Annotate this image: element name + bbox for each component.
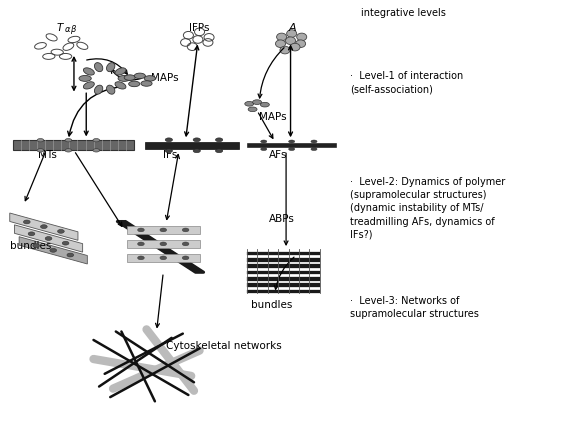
- Bar: [247, 283, 320, 287]
- Circle shape: [280, 46, 290, 54]
- Ellipse shape: [94, 63, 103, 72]
- Text: IFPs: IFPs: [189, 23, 210, 33]
- Ellipse shape: [58, 230, 65, 233]
- Text: ·  Level-1 of interaction
(self-association): · Level-1 of interaction (self-associati…: [350, 71, 463, 95]
- Ellipse shape: [124, 75, 135, 81]
- Circle shape: [277, 33, 287, 41]
- Ellipse shape: [160, 256, 167, 260]
- Ellipse shape: [165, 138, 172, 142]
- Ellipse shape: [288, 140, 295, 143]
- Ellipse shape: [245, 101, 254, 106]
- Ellipse shape: [215, 149, 223, 153]
- Polygon shape: [19, 237, 88, 264]
- Ellipse shape: [261, 140, 267, 143]
- Bar: [247, 258, 320, 262]
- Bar: [247, 290, 320, 294]
- Text: A: A: [289, 23, 297, 33]
- Ellipse shape: [93, 149, 100, 152]
- Ellipse shape: [62, 241, 69, 245]
- Ellipse shape: [160, 228, 167, 232]
- Ellipse shape: [215, 138, 223, 142]
- Text: $\beta$: $\beta$: [70, 23, 77, 36]
- Text: MTs: MTs: [38, 150, 57, 160]
- Ellipse shape: [311, 148, 317, 150]
- Circle shape: [290, 43, 300, 51]
- Bar: [145, 142, 238, 149]
- Ellipse shape: [160, 242, 167, 246]
- Ellipse shape: [137, 256, 144, 260]
- Bar: [247, 143, 337, 147]
- Text: AFs: AFs: [269, 150, 288, 160]
- Ellipse shape: [37, 149, 44, 152]
- Bar: [247, 264, 320, 268]
- Ellipse shape: [144, 76, 155, 81]
- Text: bundles: bundles: [251, 300, 292, 310]
- Ellipse shape: [40, 225, 47, 228]
- Text: $\alpha$: $\alpha$: [63, 25, 71, 34]
- Ellipse shape: [193, 138, 200, 142]
- Ellipse shape: [67, 253, 73, 257]
- Ellipse shape: [45, 236, 52, 240]
- Text: bundles: bundles: [10, 241, 51, 250]
- Ellipse shape: [182, 256, 189, 260]
- Ellipse shape: [28, 232, 35, 236]
- Bar: [247, 277, 320, 281]
- Ellipse shape: [115, 68, 126, 75]
- Text: ·  Level-2: Dynamics of polymer
(supramolecular structures)
(dynamic instability: · Level-2: Dynamics of polymer (supramol…: [350, 177, 505, 240]
- Polygon shape: [15, 225, 82, 252]
- Ellipse shape: [260, 102, 269, 107]
- Ellipse shape: [33, 244, 39, 248]
- Ellipse shape: [84, 82, 94, 89]
- Circle shape: [286, 37, 296, 45]
- Ellipse shape: [141, 81, 152, 86]
- Ellipse shape: [134, 73, 145, 79]
- Circle shape: [287, 30, 297, 37]
- Ellipse shape: [311, 140, 317, 143]
- Ellipse shape: [65, 149, 72, 152]
- Text: ABPs: ABPs: [269, 214, 295, 224]
- Ellipse shape: [79, 75, 91, 81]
- Text: MAPs: MAPs: [151, 73, 178, 83]
- Bar: [127, 254, 200, 262]
- Ellipse shape: [261, 148, 267, 150]
- Text: Cytoskeletal networks: Cytoskeletal networks: [166, 340, 282, 351]
- Text: MAPs: MAPs: [259, 112, 287, 122]
- Bar: [247, 271, 320, 274]
- Ellipse shape: [118, 75, 130, 81]
- Ellipse shape: [137, 242, 144, 246]
- Ellipse shape: [94, 85, 103, 94]
- Ellipse shape: [248, 107, 257, 112]
- Ellipse shape: [165, 149, 172, 153]
- Ellipse shape: [65, 138, 72, 142]
- Ellipse shape: [24, 220, 30, 224]
- Ellipse shape: [182, 242, 189, 246]
- Ellipse shape: [93, 138, 100, 142]
- Ellipse shape: [137, 228, 144, 232]
- Bar: [247, 251, 320, 255]
- Ellipse shape: [107, 63, 115, 72]
- Text: IFs: IFs: [163, 150, 178, 160]
- Text: ·  Level-3: Networks of
supramolecular structures: · Level-3: Networks of supramolecular st…: [350, 296, 479, 319]
- Circle shape: [296, 40, 306, 48]
- Ellipse shape: [182, 228, 189, 232]
- Polygon shape: [10, 213, 78, 240]
- Ellipse shape: [252, 100, 261, 104]
- Bar: [127, 240, 200, 248]
- Ellipse shape: [107, 85, 115, 94]
- Ellipse shape: [193, 149, 200, 153]
- Bar: [127, 226, 200, 234]
- Ellipse shape: [288, 148, 295, 150]
- Circle shape: [275, 40, 286, 48]
- Circle shape: [297, 33, 307, 41]
- Bar: [12, 140, 134, 150]
- Ellipse shape: [84, 68, 94, 75]
- Text: T: T: [57, 23, 63, 33]
- Text: integrative levels: integrative levels: [361, 8, 447, 18]
- Ellipse shape: [37, 138, 44, 142]
- Ellipse shape: [50, 248, 57, 252]
- Ellipse shape: [128, 81, 140, 86]
- Ellipse shape: [115, 82, 126, 89]
